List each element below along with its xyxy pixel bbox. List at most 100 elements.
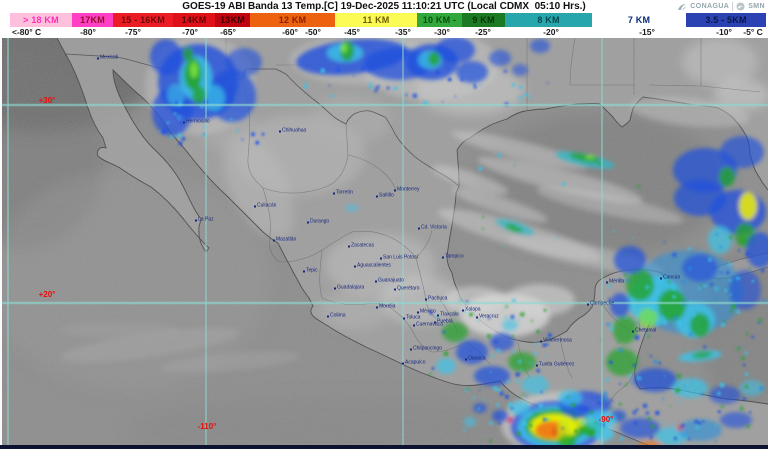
- city-label: Mazatlán: [273, 237, 296, 243]
- city-marker-dot: [418, 227, 420, 229]
- city-label: Zacatecas: [348, 243, 374, 249]
- conagua-logo-text: CONAGUA: [690, 3, 730, 10]
- city-marker-dot: [348, 245, 350, 247]
- city-label: Tuxtla Gutiérrez: [536, 362, 574, 368]
- scale-segment: 15 - 16KM: [113, 13, 173, 27]
- city-marker-dot: [437, 314, 439, 316]
- scale-segment: 13KM: [215, 13, 250, 27]
- temp-label: -80°: [80, 27, 96, 37]
- agency-logos: CONAGUA SMN: [674, 1, 765, 12]
- scale-segment: 9 KM: [462, 13, 505, 27]
- temp-label: -75°: [125, 27, 141, 37]
- scale-segment: 14KM: [173, 13, 215, 27]
- logo-separator: [732, 2, 734, 11]
- city-marker-dot: [333, 192, 335, 194]
- coordinate-label: +30°: [38, 96, 56, 105]
- city-marker-dot: [632, 330, 634, 332]
- city-marker-dot: [279, 130, 281, 132]
- city-label: La Paz: [195, 217, 214, 223]
- city-label: Acapulco: [402, 360, 426, 366]
- city-label: Cancún: [660, 275, 680, 281]
- city-label: Tampico: [442, 254, 464, 260]
- city-label: Villahermosa: [540, 338, 572, 344]
- smn-logo-icon: [736, 2, 745, 11]
- city-label: México: [417, 309, 436, 315]
- city-marker-dot: [587, 303, 589, 305]
- city-label: Culiacán: [254, 203, 276, 209]
- city-marker-dot: [307, 221, 309, 223]
- temperature-scale-labels: <-80° C -80° -75° -70° -65° -60° -50° -45° -35° -…: [0, 27, 768, 38]
- temp-label: -60°: [282, 27, 298, 37]
- temp-label: <-80° C: [12, 27, 42, 37]
- coordinate-label: -110°: [197, 422, 217, 431]
- city-marker-dot: [376, 306, 378, 308]
- cloud-speckles: [158, 66, 767, 443]
- city-marker-dot: [354, 265, 356, 267]
- temp-label: -30°: [434, 27, 450, 37]
- city-label: Puebla: [434, 319, 453, 325]
- city-marker-dot: [606, 281, 608, 283]
- temp-label: -50°: [305, 27, 321, 37]
- city-marker-dot: [536, 364, 538, 366]
- city-label: Querétaro: [394, 286, 420, 292]
- city-label: San Luis Potosí: [380, 255, 418, 261]
- city-marker-dot: [442, 256, 444, 258]
- city-label: Tlaxcala: [437, 312, 459, 318]
- city-label: Morelia: [376, 304, 395, 310]
- city-marker-dot: [97, 57, 99, 59]
- scale-segment: 11 KM: [335, 13, 417, 27]
- temp-label: -35°: [395, 27, 411, 37]
- coordinate-label: +20°: [38, 290, 56, 299]
- map-title: GOES-19 ABI Banda 13 Temp.[C] 19-Dec-202…: [182, 1, 586, 12]
- city-label: Mexicali: [97, 55, 118, 61]
- city-marker-dot: [303, 270, 305, 272]
- city-label: Xalapa: [462, 307, 481, 313]
- temp-label: -25°: [475, 27, 491, 37]
- city-marker-dot: [273, 239, 275, 241]
- temp-label: -45°: [344, 27, 360, 37]
- temp-label: -65°: [220, 27, 236, 37]
- city-marker-dot: [254, 205, 256, 207]
- city-marker-dot: [462, 309, 464, 311]
- city-marker-dot: [413, 324, 415, 326]
- city-marker-dot: [394, 288, 396, 290]
- city-marker-dot: [410, 348, 412, 350]
- city-marker-dot: [183, 121, 185, 123]
- city-marker-dot: [327, 315, 329, 317]
- city-label: Chilpancingo: [410, 346, 442, 352]
- city-marker-dot: [476, 316, 478, 318]
- city-marker-dot: [334, 287, 336, 289]
- city-marker-dot: [380, 257, 382, 259]
- city-label: Torreón: [333, 190, 353, 196]
- city-label: Campeche: [587, 301, 614, 307]
- scale-segment: > 18 KM: [10, 13, 72, 27]
- scale-segment: 8 KM: [505, 13, 592, 27]
- city-marker-dot: [540, 340, 542, 342]
- city-label: Oaxaca: [465, 356, 485, 362]
- scale-segment: 12 KM: [250, 13, 335, 27]
- city-marker-dot: [195, 219, 197, 221]
- height-color-scale: > 18 KM 17KM 15 - 16KM 14KM 13KM 12 KM 11 KM 10…: [0, 13, 768, 27]
- city-label: Tepic: [303, 268, 318, 274]
- city-label: Guadalajara: [334, 285, 364, 291]
- city-marker-dot: [434, 321, 436, 323]
- city-marker-dot: [425, 298, 427, 300]
- temp-label: -20°: [543, 27, 559, 37]
- conagua-logo-icon: [678, 3, 687, 10]
- city-marker-dot: [376, 195, 378, 197]
- city-label: Hermosillo: [183, 119, 210, 125]
- temp-label: -5° C: [743, 27, 763, 37]
- city-label: Monterrey: [394, 187, 420, 193]
- scale-segment: 10 KM -: [417, 13, 462, 27]
- coordinate-label: -90°: [598, 415, 614, 424]
- satellite-map-graphic: [0, 38, 768, 449]
- map-left-margin: [0, 38, 2, 445]
- scale-segment: 7 KM: [627, 15, 651, 25]
- city-label: Cd. Victoria: [418, 225, 447, 231]
- city-label: Pachuca: [425, 296, 447, 302]
- map-labels-overlay: +30° +20° -110° -90° Mexicali Hermosillo Chihu…: [0, 38, 768, 449]
- scale-segment: 3.5 - 5KM: [686, 13, 766, 27]
- scale-segment: 17KM: [72, 13, 113, 27]
- city-marker-dot: [403, 317, 405, 319]
- city-label: Chihuahua: [279, 128, 306, 134]
